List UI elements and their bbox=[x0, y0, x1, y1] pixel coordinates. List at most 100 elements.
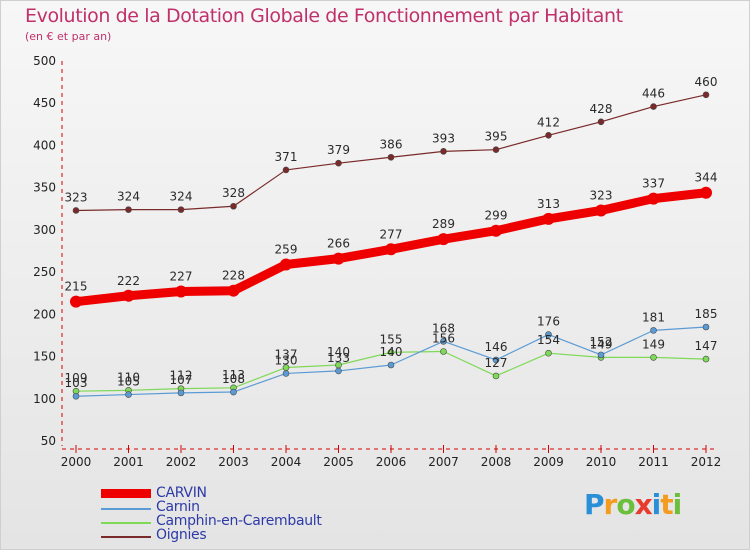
data-point-oignies bbox=[387, 153, 395, 161]
data-label-oignies: 371 bbox=[275, 150, 298, 164]
x-tick-label: 2004 bbox=[271, 455, 302, 469]
data-label-camphin-en-carembault: 149 bbox=[590, 337, 613, 351]
x-tick-label: 2000 bbox=[61, 455, 92, 469]
data-label-camphin-en-carembault: 140 bbox=[327, 345, 350, 359]
data-label-oignies: 328 bbox=[222, 186, 245, 200]
y-tick-label: 150 bbox=[33, 350, 56, 364]
data-label-oignies: 324 bbox=[170, 190, 193, 204]
data-point-carnin bbox=[72, 392, 80, 400]
data-point-carnin bbox=[230, 388, 237, 396]
y-tick-label: 300 bbox=[33, 223, 56, 237]
legend-swatch-oignies bbox=[101, 536, 151, 538]
data-label-carvin: 215 bbox=[65, 280, 88, 294]
data-label-carvin: 222 bbox=[117, 274, 140, 288]
data-label-camphin-en-carembault: 137 bbox=[275, 348, 298, 362]
data-point-carvin bbox=[227, 284, 240, 297]
legend-swatch-carnin bbox=[101, 508, 151, 510]
x-tick-label: 2005 bbox=[323, 455, 354, 469]
data-point-carnin bbox=[125, 391, 132, 398]
data-label-carvin: 299 bbox=[485, 209, 508, 223]
data-point-carnin bbox=[545, 331, 552, 338]
data-point-camphin-en-carembault bbox=[650, 354, 657, 361]
data-label-carnin: 130 bbox=[275, 353, 298, 367]
y-tick-label: 250 bbox=[33, 265, 56, 279]
data-point-oignies bbox=[125, 206, 132, 213]
data-point-oignies bbox=[545, 132, 552, 139]
data-label-carvin: 259 bbox=[275, 243, 298, 257]
x-tick-label: 2006 bbox=[376, 455, 407, 469]
data-label-carnin: 133 bbox=[327, 351, 350, 365]
x-tick-label: 2008 bbox=[481, 455, 512, 469]
legend-label-carvin: CARVIN bbox=[156, 485, 207, 501]
proxiti-logo: Proxiti bbox=[584, 488, 683, 521]
data-label-carnin: 107 bbox=[170, 373, 193, 387]
data-label-carvin: 323 bbox=[590, 188, 613, 202]
data-point-camphin-en-carembault bbox=[702, 355, 710, 363]
data-label-carvin: 277 bbox=[380, 227, 403, 241]
logo-letter: t bbox=[660, 488, 673, 521]
legend-label-oignies: Oignies bbox=[156, 527, 207, 543]
data-label-oignies: 412 bbox=[537, 115, 560, 129]
logo-letter: i bbox=[651, 488, 662, 521]
legend-label-carnin: Carnin bbox=[156, 499, 200, 515]
data-point-carvin bbox=[332, 252, 345, 265]
data-label-oignies: 324 bbox=[117, 190, 140, 204]
y-tick-label: 400 bbox=[33, 138, 56, 152]
data-point-carnin bbox=[387, 361, 395, 369]
data-point-carvin bbox=[175, 285, 187, 298]
data-label-carvin: 266 bbox=[327, 237, 350, 251]
chart-title: Evolution de la Dotation Globale de Fonc… bbox=[25, 5, 623, 27]
data-label-oignies: 379 bbox=[327, 143, 350, 157]
data-point-carnin bbox=[282, 370, 290, 377]
y-tick-label: 450 bbox=[33, 96, 56, 110]
data-label-oignies: 393 bbox=[432, 131, 455, 145]
data-label-carvin: 337 bbox=[642, 177, 665, 191]
logo-letter: o bbox=[616, 488, 635, 521]
data-point-carnin bbox=[597, 351, 605, 359]
y-tick-label: 50 bbox=[41, 434, 56, 448]
data-label-carnin: 140 bbox=[380, 345, 403, 359]
data-point-carnin bbox=[177, 389, 185, 397]
data-point-carvin bbox=[542, 212, 555, 225]
data-label-carnin: 152 bbox=[590, 335, 613, 349]
data-label-camphin-en-carembault: 110 bbox=[117, 370, 140, 384]
y-tick-label: 200 bbox=[33, 307, 56, 321]
data-label-oignies: 446 bbox=[642, 87, 665, 101]
data-point-carvin bbox=[437, 233, 450, 246]
x-tick-label: 2010 bbox=[586, 455, 617, 469]
data-label-carvin: 227 bbox=[170, 270, 193, 284]
data-point-oignies bbox=[440, 148, 447, 155]
data-label-oignies: 428 bbox=[590, 102, 613, 116]
data-point-carvin bbox=[700, 186, 712, 199]
legend-swatch-camphin bbox=[101, 522, 151, 524]
data-label-oignies: 323 bbox=[65, 190, 88, 204]
data-point-oignies bbox=[335, 159, 342, 167]
x-tick-label: 2009 bbox=[533, 455, 564, 469]
data-label-camphin-en-carembault: 127 bbox=[485, 356, 508, 370]
data-label-camphin-en-carembault: 113 bbox=[222, 368, 245, 382]
data-point-carvin bbox=[595, 204, 607, 217]
data-point-carvin bbox=[385, 243, 397, 256]
data-label-carnin: 181 bbox=[642, 310, 665, 324]
data-point-oignies bbox=[230, 202, 237, 210]
data-point-oignies bbox=[702, 91, 710, 99]
data-label-carvin: 344 bbox=[695, 171, 718, 185]
data-label-carnin: 176 bbox=[537, 315, 560, 329]
data-point-carnin bbox=[335, 367, 342, 375]
data-point-oignies bbox=[72, 207, 80, 214]
logo-letter: i bbox=[672, 488, 683, 521]
data-label-oignies: 460 bbox=[695, 75, 718, 89]
data-point-camphin-en-carembault bbox=[440, 348, 447, 355]
data-point-carvin bbox=[70, 295, 82, 308]
data-label-camphin-en-carembault: 149 bbox=[642, 337, 665, 351]
data-label-oignies: 395 bbox=[485, 130, 508, 144]
data-point-oignies bbox=[492, 146, 500, 153]
data-label-carnin: 185 bbox=[695, 307, 718, 321]
data-label-carnin: 108 bbox=[222, 372, 245, 386]
x-tick-label: 2003 bbox=[218, 455, 249, 469]
logo-letter: x bbox=[634, 488, 653, 521]
x-tick-label: 2011 bbox=[638, 455, 669, 469]
data-point-camphin-en-carembault bbox=[492, 372, 500, 380]
